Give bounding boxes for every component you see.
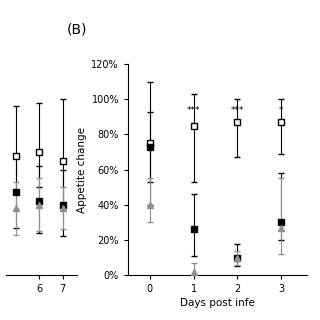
X-axis label: Days post infe: Days post infe [180,298,255,308]
Text: ***: *** [230,106,244,115]
Y-axis label: Appetite change: Appetite change [77,127,87,212]
Text: *: * [279,106,283,115]
Text: (B): (B) [67,22,87,36]
Text: ***: *** [187,106,200,115]
